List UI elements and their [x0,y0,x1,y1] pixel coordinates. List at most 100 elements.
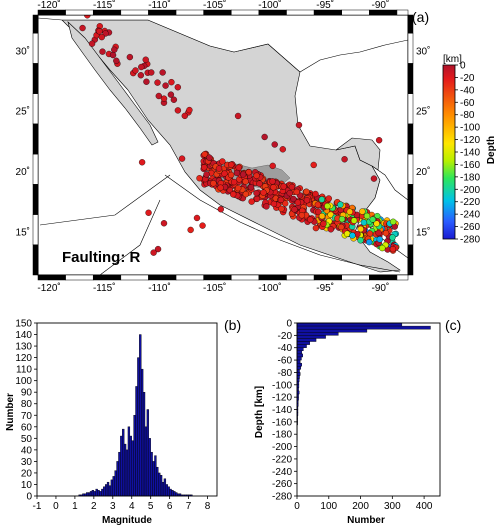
earthquake-event [203,171,210,178]
lon-tick-label: -110˚ [148,0,171,11]
plate-boundary [39,174,171,275]
lat-tick-label: 20˚ [16,166,30,178]
depth-bar [296,353,303,358]
frame-segment [32,123,39,155]
earthquake-event [88,40,96,47]
earthquake-event [312,224,320,232]
depth-bars [296,322,431,441]
map-panel: Faulting: R -120˚ -115˚ -110˚ -105˚ -100˚ -95… [16,0,431,294]
magnitude-bar [173,491,176,497]
earthquake-event [263,203,270,210]
usa-land [38,15,408,73]
magnitude-bar [148,438,151,497]
magnitude-bar [110,479,113,497]
earthquake-event [245,168,252,176]
magnitude-bar [106,481,110,497]
depth-colorbar: [km] 0-20-40 -60-80 -100-120 -140-160-180 -2… [442,54,497,246]
earthquake-event [320,220,327,227]
y-tick-label: -100 [272,380,292,391]
lat-tick-label: 20˚ [416,166,430,178]
depth-bar [296,359,301,364]
depth-histogram: 0 100 200 300 4000-20-40-60-80-100-120-140-1… [254,317,461,526]
earthquake-event [96,28,103,35]
depth-bar [296,347,304,352]
earthquake-event [325,195,332,202]
magnitude-bar [95,488,98,497]
earthquake-event [366,238,373,246]
earthquake-event [389,234,396,241]
colorbar-tick-label: -200 [460,185,480,196]
earthquake-event [379,244,386,252]
frame-segment [286,9,315,16]
earthquake-event [170,96,178,103]
lon-tick-label: -110˚ [148,282,171,294]
x-tick-label: 200 [352,501,369,512]
y-tick-label: 90 [21,388,33,399]
y-tick-label: -160 [272,417,292,428]
earthquake-event [260,189,267,196]
frame-segment [286,274,315,281]
earthquake-event [199,222,206,229]
magnitude-bar [89,491,93,497]
depth-bar [296,338,317,342]
depth-plot-frame [296,322,441,497]
magnitude-bar [120,435,123,497]
earthquake-event [79,24,86,32]
earthquake-event [142,56,149,63]
lon-tick-label: -105˚ [203,282,226,294]
frame-segment [258,274,287,281]
earthquake-event [324,202,331,210]
earthquake-event [193,214,201,222]
earthquake-event [270,184,277,191]
magnitude-bar [125,449,129,497]
magnitude-bar [87,492,91,497]
x-tick-label: 5 [148,501,154,512]
earthquake-event [253,189,260,197]
y-tick-label: 40 [21,445,33,456]
frame-segment [32,14,39,34]
magnitude-bar [118,451,121,497]
earthquake-event [295,121,303,129]
lon-tick-label: -120˚ [37,282,60,294]
lat-tick-label: 25˚ [16,106,30,118]
earthquake-event [303,188,310,195]
earthquake-event [226,186,234,194]
magnitude-bar [129,435,132,497]
y-tick-label: 30 [21,457,33,468]
frame-segment [32,214,39,246]
earthquake-event [228,161,235,168]
earthquake-event [363,212,371,220]
lon-tick-label: -115˚ [93,0,116,11]
frame-segment [407,63,414,94]
lon-tick-label: -95˚ [316,282,334,294]
magnitude-bar [131,440,134,497]
colorbar-tick-label: -160 [460,160,480,171]
earthquake-event [369,216,376,223]
earthquake-event [261,133,268,141]
earthquake-event [150,249,157,256]
earthquake-event [99,48,106,55]
magnitude-bar [133,415,136,497]
frame-segment [203,274,232,281]
panel-label-b: (b) [224,317,241,333]
frame-segment [120,274,149,281]
earthquake-event [286,189,293,197]
lon-tick-label: -95˚ [316,0,334,11]
magnitude-histogram: -1 0 1 2 3 4 5 6 7 801020304050607080901001101201… [5,317,241,526]
y-tick-label: -180 [272,430,292,441]
earthquake-event [230,191,237,198]
earthquake-event [366,230,374,237]
earthquake-event [310,161,317,169]
magnitude-bar [139,334,142,497]
earthquake-event [298,212,306,219]
earthquake-event [148,69,155,76]
earthquake-event [217,206,224,213]
earthquake-event [234,112,242,120]
magnitude-bar [114,470,117,497]
earthquake-event [338,215,346,223]
depth-xlabel: Number [347,515,385,526]
magnitude-bar [152,461,155,497]
frame-segment [32,32,39,64]
magnitude-bar [108,485,112,497]
